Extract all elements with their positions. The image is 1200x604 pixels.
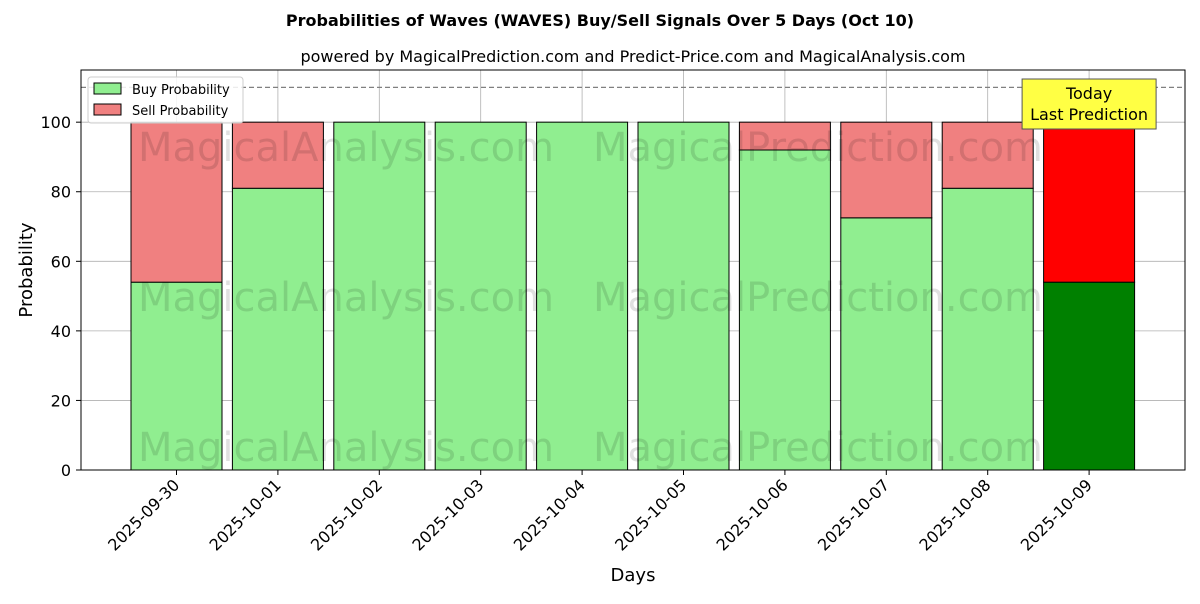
y-tick-label: 40 — [51, 322, 71, 341]
y-tick-label: 0 — [61, 461, 71, 480]
sell-bar — [840, 121, 933, 219]
buy-bar — [840, 217, 933, 471]
buy-bar — [333, 121, 426, 471]
watermark-text: MagicalAnalysis.com — [138, 425, 554, 471]
buy-bar — [536, 121, 629, 471]
plot-frame — [80, 69, 1186, 471]
x-tick-label: 2025-10-01 — [206, 475, 285, 554]
legend-swatch — [93, 103, 122, 116]
buy-bar — [941, 187, 1034, 471]
x-tick-label: 2025-10-07 — [814, 475, 893, 554]
y-axis-label: Probability — [16, 222, 37, 317]
sell-bar — [231, 121, 324, 189]
legend-swatch — [93, 82, 122, 95]
buy-bar — [1043, 281, 1136, 471]
x-tick-label: 2025-10-02 — [307, 475, 386, 554]
sell-bar — [130, 121, 223, 283]
x-tick-label: 2025-10-05 — [611, 475, 690, 554]
watermark-text: MagicalPrediction.com — [593, 125, 1043, 171]
x-tick-label: 2025-10-09 — [1017, 475, 1096, 554]
sell-bar — [738, 121, 831, 151]
legend-label: Buy Probability — [132, 83, 230, 98]
x-tick-label: 2025-10-06 — [713, 475, 792, 554]
sell-bar — [1043, 121, 1136, 283]
x-tick-label: 2025-10-08 — [915, 475, 994, 554]
watermark-text: MagicalPrediction.com — [593, 275, 1043, 321]
watermark-text: MagicalAnalysis.com — [138, 125, 554, 171]
legend-box — [87, 76, 244, 124]
y-tick-label: 20 — [51, 391, 71, 410]
x-tick-label: 2025-10-04 — [510, 475, 589, 554]
x-tick-label: 2025-10-03 — [408, 475, 487, 554]
annotation-box — [1021, 78, 1157, 130]
buy-bar — [130, 281, 223, 471]
x-tick-label: 2025-09-30 — [104, 475, 183, 554]
watermark-text: MagicalAnalysis.com — [138, 275, 554, 321]
buy-bar — [738, 149, 831, 471]
watermark-text: MagicalPrediction.com — [593, 425, 1043, 471]
buy-bar — [434, 121, 527, 471]
chart-subtitle: powered by MagicalPrediction.com and Pre… — [300, 47, 965, 66]
y-tick-label: 100 — [40, 113, 71, 132]
sell-bar — [941, 121, 1034, 189]
x-axis-label: Days — [611, 565, 656, 586]
legend-label: Sell Probability — [132, 104, 229, 119]
chart-title: Probabilities of Waves (WAVES) Buy/Sell … — [286, 11, 914, 30]
annotation-text: Last Prediction — [1030, 105, 1148, 124]
y-tick-label: 80 — [51, 183, 71, 202]
y-tick-label: 60 — [51, 252, 71, 271]
annotation-text: Today — [1065, 84, 1112, 103]
